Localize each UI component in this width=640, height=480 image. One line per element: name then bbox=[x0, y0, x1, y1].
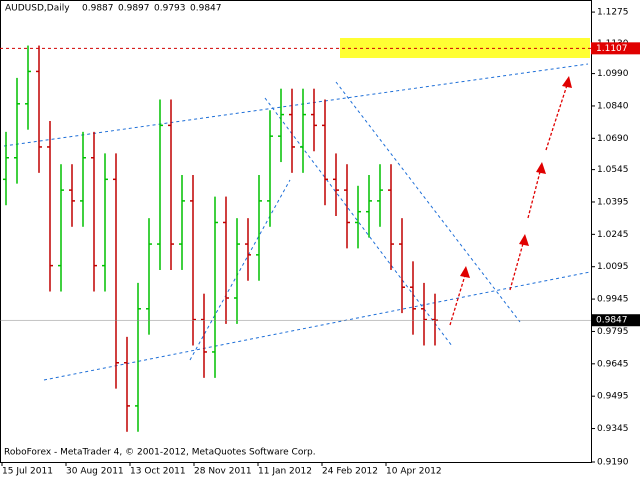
y-tick-label: 1.0840 bbox=[597, 101, 629, 111]
target-label-box bbox=[591, 42, 640, 55]
y-tick-label: 0.9795 bbox=[597, 327, 629, 337]
y-tick-label: 0.9645 bbox=[597, 359, 629, 369]
y-tick-label: 1.0545 bbox=[597, 165, 629, 175]
arrow-head bbox=[536, 162, 546, 174]
y-tick-label: 1.0990 bbox=[597, 69, 629, 79]
quote-value: 0.9793 bbox=[154, 4, 186, 14]
price-bars bbox=[3, 45, 438, 432]
trend-line bbox=[189, 179, 291, 361]
x-tick-label: 24 Feb 2012 bbox=[322, 467, 378, 477]
y-tick-label: 0.9945 bbox=[597, 295, 629, 305]
quote-value: 0.9847 bbox=[190, 4, 222, 14]
forecast-arrow bbox=[545, 81, 569, 151]
y-tick-label: 1.0095 bbox=[597, 262, 629, 272]
y-tick-label: 1.0690 bbox=[597, 134, 629, 144]
target-label: 1.1107 bbox=[596, 44, 628, 54]
trend-line bbox=[3, 63, 589, 147]
y-tick-label: 1.0245 bbox=[597, 230, 629, 240]
trend-line bbox=[335, 81, 521, 323]
y-tick-label: 0.9190 bbox=[597, 458, 629, 468]
symbol-title: AUDUSD,Daily bbox=[5, 4, 70, 14]
arrow-head bbox=[562, 76, 572, 88]
trend-line bbox=[43, 271, 591, 381]
arrow-head bbox=[519, 234, 529, 246]
y-tick-label: 0.9495 bbox=[597, 392, 629, 402]
y-tick-label: 1.0395 bbox=[597, 197, 629, 207]
x-tick-label: 28 Nov 2011 bbox=[194, 467, 252, 477]
last-price-label: 0.9847 bbox=[596, 316, 628, 326]
y-tick-label: 0.9345 bbox=[597, 424, 629, 434]
forecast-arrow bbox=[527, 167, 542, 219]
arrow-head bbox=[460, 266, 470, 278]
x-tick-label: 30 Aug 2011 bbox=[66, 467, 124, 477]
x-tick-label: 11 Jan 2012 bbox=[258, 467, 312, 477]
arrow-heads bbox=[460, 76, 572, 278]
plot-frame bbox=[0, 0, 592, 463]
x-tick-label: 10 Apr 2012 bbox=[386, 467, 442, 477]
y-tick-label: 1.1275 bbox=[597, 8, 629, 18]
quote-value: 0.9887 bbox=[82, 4, 114, 14]
x-tick-label: 13 Oct 2011 bbox=[130, 467, 186, 477]
quote-value: 0.9897 bbox=[118, 4, 150, 14]
last-price-box bbox=[591, 314, 640, 327]
forecast-arrows bbox=[449, 81, 569, 326]
trend-line bbox=[264, 97, 453, 347]
x-tick-label: 15 Jul 2011 bbox=[2, 467, 53, 477]
forecast-arrow bbox=[449, 271, 467, 326]
forecast-arrow bbox=[509, 239, 525, 291]
trend-lines bbox=[3, 63, 591, 381]
footer: RoboForex - MetaTrader 4, © 2001-2012, M… bbox=[4, 448, 316, 458]
